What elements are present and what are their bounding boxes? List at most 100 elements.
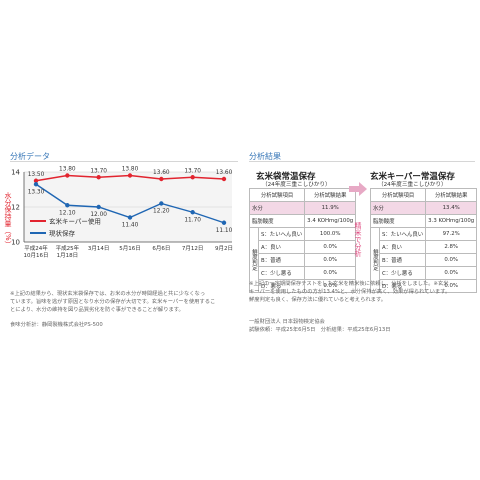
table-title-bag-storage: 玄米袋常温保存	[256, 172, 316, 182]
x-tick-label: 平成24年	[24, 244, 48, 252]
results-table-keeper: 分析試験項目 分析試験結果 水分 13.4% 脂肪酸度 3.3 KOHmg/10…	[369, 188, 478, 293]
table-subtitle: （24年度三重こしひかり）	[262, 182, 331, 188]
cell-grade-value: 0.0%	[304, 253, 357, 267]
chart-labels: 13.50 13.80 13.70 13.80 13.60 13.70 13.60 13.30…	[28, 167, 233, 234]
data-label: 13.80	[59, 167, 76, 173]
table-title-keeper-storage: 玄米キーパー常温保存	[370, 172, 455, 182]
arrow-label: 精米で分析	[354, 222, 362, 257]
x-tick-label: 平成25年	[56, 244, 80, 252]
section-divider-left	[10, 152, 238, 162]
table-row: B：普通 0.0%	[371, 253, 478, 267]
table-row: 鮮度判定 S：たいへん良い 100.0%	[249, 227, 357, 293]
data-label: 13.50	[28, 172, 45, 178]
cell-moisture-label: 水分	[248, 201, 306, 215]
y-tick-label: 10	[11, 239, 20, 247]
data-point	[96, 175, 101, 180]
cell-grade-value: 0.0%	[425, 253, 478, 267]
table-row: 脂肪酸度 3.4 KOHmg/100g	[248, 214, 357, 228]
instrument-note: 食味分析計：静岡製機株式会社PS-500	[10, 322, 103, 328]
results-notes: ※上記の一定期間保存テストをした玄米を精米後に依頼し、分析をしました。※玄米 キ…	[249, 280, 477, 304]
data-label: 12.20	[153, 209, 170, 215]
header-result: 分析試験結果	[425, 188, 478, 202]
data-label: 11.70	[184, 217, 201, 223]
x-tick-label: 1月18日	[57, 252, 79, 259]
data-point	[127, 215, 133, 220]
test-dates: 試験依頼：平成25年6月5日 分析結果：平成25年6月13日	[249, 327, 391, 333]
table-row: 水分 13.4%	[369, 201, 478, 215]
data-label: 13.80	[122, 167, 139, 173]
x-tick-label: 7月12日	[182, 245, 204, 252]
x-tick-label: 5月16日	[119, 245, 141, 252]
data-point	[221, 220, 227, 225]
table-row: 水分 11.9%	[248, 201, 357, 215]
y-tick-label: 14	[11, 169, 20, 177]
data-label: 12.10	[59, 210, 76, 216]
cell-grade: D：悪る	[257, 279, 306, 293]
table-header-row: 分析試験項目 分析試験結果	[369, 188, 478, 202]
note-line: ています。旨味を逃がす原因となり水分の保存が大切です。玄米キーパーを使用するこ	[10, 299, 216, 305]
cell-grade-value: 0.0%	[304, 266, 357, 280]
data-point	[96, 204, 101, 210]
data-label: 11.40	[122, 223, 139, 229]
cell-grade-value: 97.2%	[425, 227, 478, 241]
table-row: C：少し悪る 0.0%	[250, 266, 357, 280]
cell-grade: B：普通	[378, 253, 427, 267]
data-label: 13.60	[153, 170, 170, 176]
chart-series	[33, 173, 227, 225]
chart-grid	[24, 171, 232, 243]
cell-grade-value: 0.0%	[304, 279, 357, 293]
data-point	[65, 203, 70, 208]
note-line: ※上記の結果から、現状玄米袋保存では、お米の水分が時間経過と共に少なくなっ	[10, 291, 206, 297]
data-point	[159, 201, 164, 206]
note-line: 鮮度判定も良く、保存方法に優れていると考えられます。	[249, 297, 387, 303]
x-tick-label: 9月2日	[215, 245, 233, 252]
table-subtitle: （24年度三重こしひかり）	[378, 182, 447, 188]
cell-grade-value: 0.0%	[425, 279, 478, 293]
note-line: キーパーを使用したものの方が13.4%と、水分保持が高く、効果が得られています。	[249, 289, 451, 295]
cell-grade-value: 0.0%	[425, 266, 478, 280]
cell-moisture-label: 水分	[369, 201, 427, 215]
data-label: 13.30	[28, 189, 45, 195]
cell-grade: S：たいへん良い	[257, 227, 306, 241]
data-point	[221, 176, 227, 182]
cell-grade: S：たいへん良い	[378, 227, 427, 241]
data-point	[190, 210, 195, 215]
cell-fat-value: 3.3 KOHmg/100g	[425, 214, 478, 228]
cell-grade: D：悪る	[378, 279, 427, 293]
data-label: 13.60	[216, 170, 233, 176]
section-divider-right	[249, 152, 475, 162]
cell-fat-label: 脂肪酸度	[248, 214, 306, 228]
table-row: 鮮度判定 S：たいへん良い 97.2%	[370, 227, 478, 293]
right-arrow-icon	[349, 182, 367, 196]
data-label: 13.70	[90, 168, 107, 174]
data-point	[33, 178, 39, 183]
section-title-analysis-results: 分析結果	[249, 152, 281, 161]
data-point	[127, 173, 133, 178]
cell-grade-value: 2.8%	[425, 240, 478, 254]
table-row: C：少し悪る 0.0%	[371, 266, 478, 280]
legend-label: 玄米キーパー使用	[49, 217, 101, 226]
cell-fat-value: 3.4 KOHmg/100g	[304, 214, 357, 228]
header-item: 分析試験項目	[248, 188, 306, 202]
data-point	[65, 173, 70, 178]
legend-label: 現状保存	[49, 229, 76, 238]
testing-body: 一般財団法人 日本穀物検定協会	[249, 319, 325, 325]
results-table-bag: 分析試験項目 分析試験結果 水分 11.9% 脂肪酸度 3.4 KOHmg/10…	[248, 188, 357, 293]
cell-grade-value: 100.0%	[304, 227, 357, 241]
cell-grade-value: 0.0%	[304, 240, 357, 254]
table-row: B：普通 0.0%	[250, 253, 357, 267]
cell-grade: A：良い	[257, 240, 306, 254]
header-item: 分析試験項目	[369, 188, 427, 202]
x-tick-label: 3月14日	[88, 245, 110, 252]
cell-moisture-value: 11.9%	[304, 201, 357, 215]
cell-grade: C：少し悪る	[257, 266, 306, 280]
x-tick-label: 10月16日	[24, 252, 49, 259]
note-line: とにより、水分の維持を図り品質劣化を防ぐ事ができることが解ります。	[10, 307, 184, 313]
data-point	[190, 175, 195, 180]
analysis-notes: ※上記の結果から、現状玄米袋保存では、お米の水分が時間経過と共に少なくなっ てい…	[10, 290, 240, 314]
data-label: 12.00	[90, 212, 107, 218]
cell-grade: B：普通	[257, 253, 306, 267]
